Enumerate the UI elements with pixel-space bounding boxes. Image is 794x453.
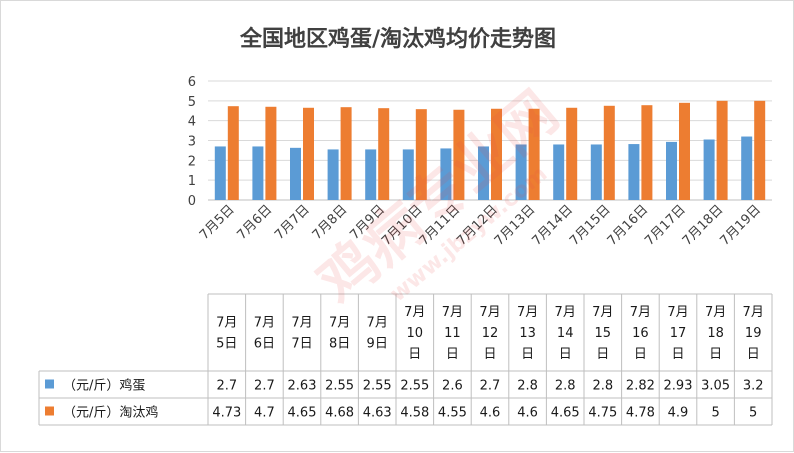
legend-label: （元/斤）淘汰鸡 — [63, 405, 158, 421]
bar-cull-hen — [603, 105, 615, 200]
bar-egg — [365, 149, 377, 200]
table-value-cell: 4.9 — [668, 406, 689, 421]
table-value-cell: 5 — [711, 406, 719, 421]
bar-cull-hen — [340, 107, 352, 200]
table-value-cell: 2.55 — [325, 379, 354, 394]
chart-title: 全国地区鸡蛋/淘汰鸡均价走势图 — [239, 26, 556, 52]
table-value-cell: 2.93 — [664, 379, 693, 394]
table-header-cell: 7月 13 日 — [517, 305, 538, 362]
x-tick-label: 7月7日 — [272, 202, 313, 243]
table-header-cell: 7月 15 日 — [592, 305, 613, 362]
bar-cull-hen — [378, 108, 390, 200]
table-value-cell: 2.6 — [442, 379, 463, 394]
table-value-cell: 3.2 — [743, 379, 764, 394]
bar-cull-hen — [453, 109, 465, 200]
y-tick-label: 0 — [188, 194, 196, 209]
table-value-cell: 2.8 — [517, 379, 538, 394]
bar-egg — [402, 149, 414, 200]
table-value-cell: 3.05 — [701, 379, 730, 394]
table-value-cell: 4.6 — [480, 406, 501, 421]
bar-egg — [440, 148, 452, 200]
bar-cull-hen — [641, 105, 653, 200]
table-header-cell: 7月 10 日 — [404, 305, 425, 362]
table-value-cell: 2.82 — [626, 379, 655, 394]
table-header-cell: 7月 11 日 — [442, 305, 463, 362]
bar-cull-hen — [754, 100, 766, 200]
x-tick-label: 7月17日 — [642, 202, 689, 249]
bar-cull-hen — [227, 106, 239, 200]
bar-egg — [478, 146, 489, 200]
bar-cull-hen — [679, 102, 690, 200]
table-header-cell: 7月 12 日 — [479, 305, 500, 362]
bar-cull-hen — [491, 108, 502, 200]
table-value-cell: 4.78 — [626, 406, 655, 421]
table-value-cell: 2.8 — [555, 379, 576, 394]
table-header-cell: 7月 9日 — [367, 316, 388, 352]
bar-egg — [590, 144, 602, 200]
table-value-cell: 2.7 — [480, 379, 501, 394]
table-value-cell: 2.7 — [216, 379, 237, 394]
x-tick-label: 7月6日 — [235, 202, 276, 243]
bar-cull-hen — [716, 100, 728, 200]
bar-egg — [515, 144, 527, 200]
table-value-cell: 4.7 — [254, 406, 275, 421]
table-value-cell: 2.7 — [254, 379, 275, 394]
table-value-cell: 2.63 — [288, 379, 317, 394]
bar-cull-hen — [303, 107, 314, 200]
y-tick-label: 2 — [188, 154, 196, 169]
y-tick-label: 5 — [188, 95, 196, 110]
x-tick-label: 7月19日 — [717, 202, 764, 249]
y-tick-label: 6 — [188, 75, 196, 90]
bar-egg — [327, 149, 339, 200]
table-header-cell: 7月 6日 — [254, 316, 275, 352]
x-tick-label: 7月16日 — [605, 202, 652, 249]
table-header-cell: 7月 7日 — [291, 316, 312, 352]
table-value-cell: 4.55 — [438, 406, 467, 421]
table-value-cell: 4.68 — [325, 406, 354, 421]
y-tick-label: 1 — [188, 174, 196, 189]
bar-cull-hen — [265, 106, 277, 200]
table-value-cell: 4.65 — [288, 406, 317, 421]
table-value-cell: 4.73 — [212, 406, 241, 421]
legend-swatch — [45, 379, 54, 389]
table-value-cell: 4.6 — [517, 406, 538, 421]
table-value-cell: 5 — [749, 406, 757, 421]
table-header-cell: 7月 19 日 — [743, 305, 764, 362]
x-tick-label: 7月5日 — [197, 202, 238, 243]
bar-cull-hen — [415, 109, 427, 200]
table-value-cell: 4.63 — [363, 406, 392, 421]
bar-egg — [553, 144, 565, 200]
x-tick-label: 7月15日 — [567, 202, 614, 249]
table-header-cell: 7月 18 日 — [705, 305, 726, 362]
legend-label: （元/斤）鸡蛋 — [63, 378, 145, 394]
y-tick-label: 4 — [188, 115, 196, 130]
table-value-cell: 2.55 — [400, 379, 429, 394]
legend-swatch — [45, 406, 54, 416]
table-value-cell: 4.75 — [588, 406, 617, 421]
x-tick-label: 7月18日 — [680, 202, 727, 249]
bar-egg — [252, 146, 264, 200]
table-value-cell: 4.65 — [551, 406, 580, 421]
bar-cull-hen — [528, 108, 540, 200]
table-header-cell: 7月 17 日 — [667, 305, 688, 362]
bar-egg — [666, 141, 677, 200]
y-tick-label: 3 — [188, 135, 196, 150]
bar-egg — [214, 146, 226, 200]
x-tick-label: 7月14日 — [529, 202, 576, 249]
table-value-cell: 4.58 — [400, 406, 429, 421]
table-value-cell: 2.8 — [592, 379, 613, 394]
table-header-cell: 7月 8日 — [329, 316, 350, 352]
bar-cull-hen — [566, 107, 578, 200]
bar-egg — [741, 136, 753, 200]
table-header-cell: 7月 5日 — [216, 316, 237, 352]
table-header-cell: 7月 16 日 — [630, 305, 651, 362]
bar-egg — [290, 147, 301, 200]
bar-egg — [703, 139, 715, 200]
table-header-cell: 7月 14 日 — [555, 305, 576, 362]
bar-egg — [628, 144, 640, 200]
table-value-cell: 2.55 — [363, 379, 392, 394]
